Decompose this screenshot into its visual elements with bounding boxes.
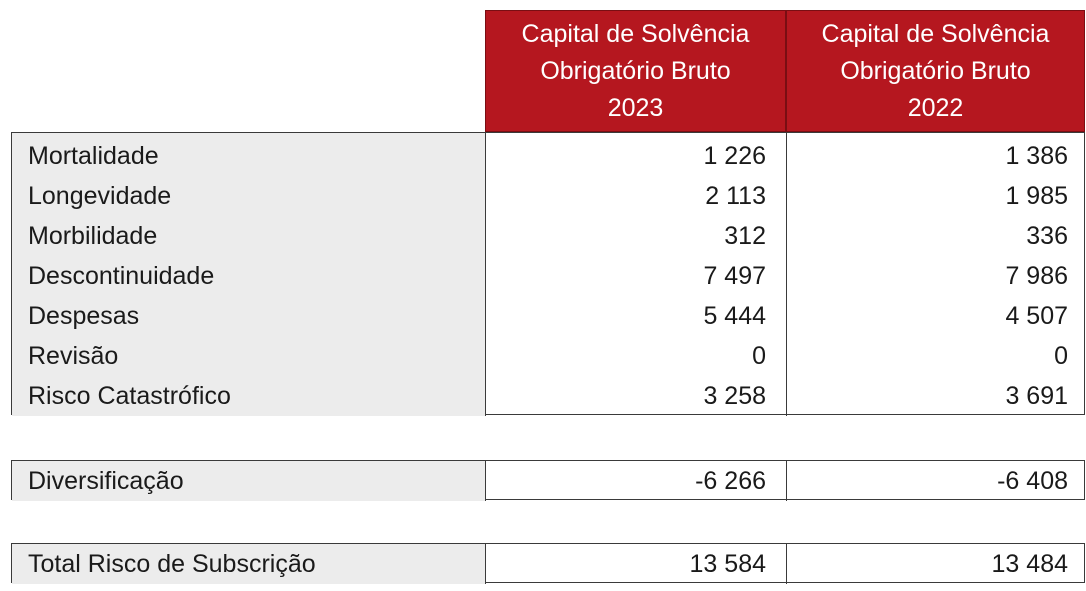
values-2023-column: 1 226 2 113 312 7 497 5 444 0 3 258 [486,133,787,416]
value-2022: 1 386 [1005,142,1068,170]
total-value-2023: 13 584 [486,544,787,584]
header-year: 2022 [907,93,964,122]
header-line-1: Capital de Solvência [821,19,1050,48]
header-line-2: Obrigatório Bruto [840,56,1031,85]
total-row: Total Risco de Subscrição 13 584 13 484 [11,543,1085,584]
value-2023: 1 226 [703,142,766,170]
value-2022: 3 691 [1005,382,1068,410]
values-2022-column: 1 386 1 985 336 7 986 4 507 0 3 691 [787,133,1085,416]
value-2023: 2 113 [705,182,766,210]
value-2022: 7 986 [1005,262,1068,290]
row-label-descontinuidade: Descontinuidade [28,262,215,290]
value-2023: 5 444 [703,302,766,330]
value-2023: 0 [752,342,766,370]
column-header-2023: Capital de Solvência Obrigatório Bruto 2… [485,10,786,132]
row-label-despesas: Despesas [28,302,140,330]
label-column: Mortalidade Longevidade Morbilidade Desc… [12,133,486,416]
header-year: 2023 [607,93,664,122]
row-label-mortalidade: Mortalidade [28,142,159,170]
total-value-2022: 13 484 [991,550,1068,578]
value-2023: 312 [724,222,766,250]
diversification-value-2022: -6 408 [997,467,1068,495]
value-2022: 0 [1054,342,1068,370]
column-header-2022: Capital de Solvência Obrigatório Bruto 2… [786,10,1085,132]
row-label-risco-catastrofico: Risco Catastrófico [28,382,231,410]
value-2022: 1 985 [1005,182,1068,210]
row-label-longevidade: Longevidade [28,182,172,210]
value-2022: 336 [1026,222,1068,250]
diversification-value-2023: -6 266 [486,461,787,501]
value-2023: 3 258 [703,382,766,410]
header-line-2: Obrigatório Bruto [540,56,731,85]
value-2022: 4 507 [1005,302,1068,330]
diversification-label: Diversificação [12,461,486,501]
total-label: Total Risco de Subscrição [12,544,486,584]
diversification-row: Diversificação -6 266 -6 408 [11,460,1085,501]
row-label-morbilidade: Morbilidade [28,222,158,250]
value-2023: 7 497 [703,262,766,290]
header-line-1: Capital de Solvência [521,19,750,48]
risk-table: Mortalidade Longevidade Morbilidade Desc… [11,132,1085,416]
row-label-revisao: Revisão [28,342,119,370]
